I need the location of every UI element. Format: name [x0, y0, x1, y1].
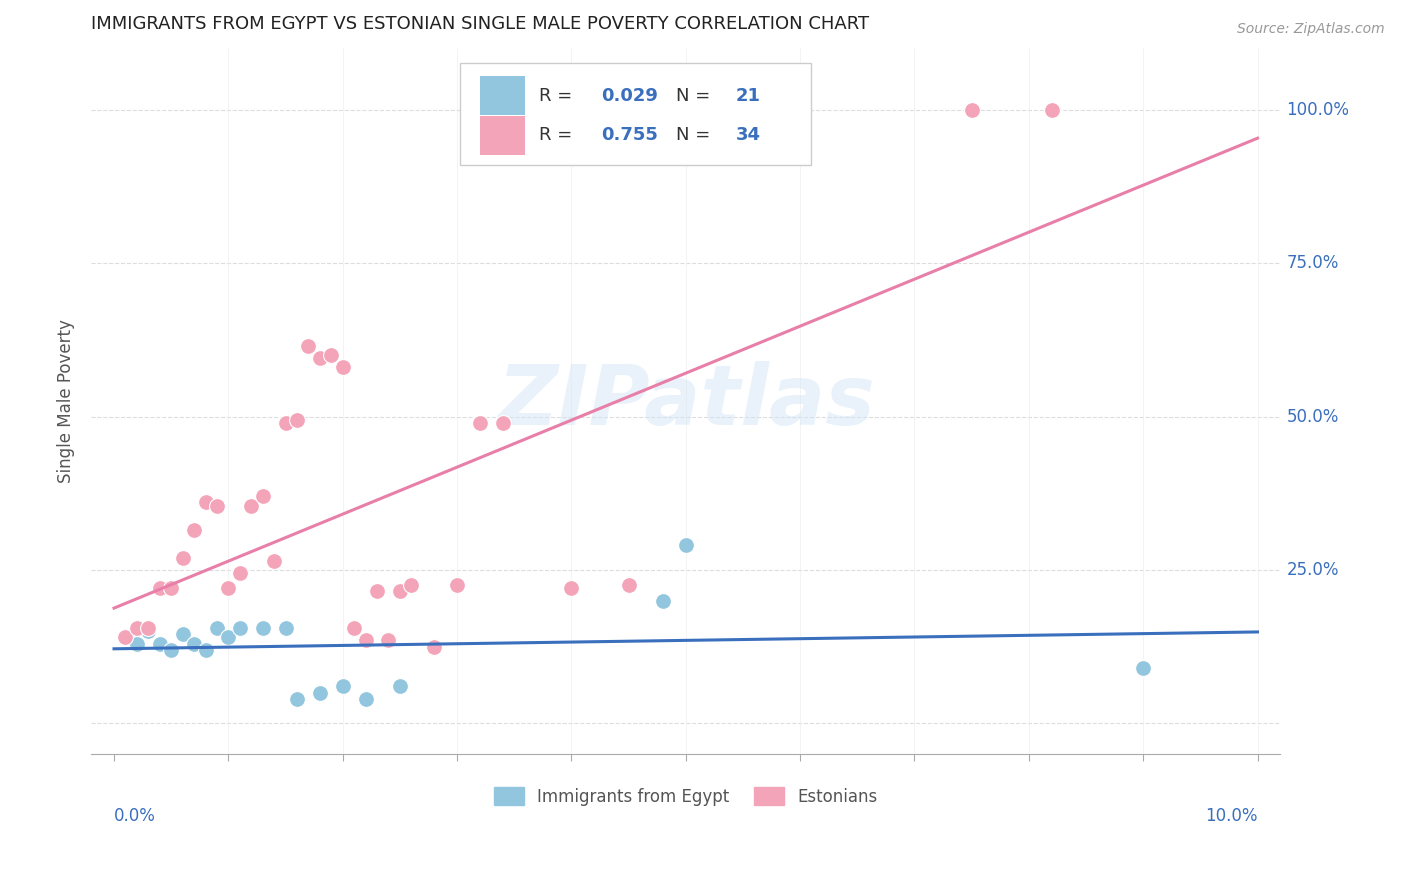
Point [252, 621, 274, 635]
Text: 21: 21 [735, 87, 761, 104]
Text: N =: N = [676, 127, 716, 145]
Point [308, 351, 330, 366]
Point [114, 631, 136, 645]
Point [229, 621, 252, 635]
Point [114, 631, 136, 645]
Point [960, 103, 983, 117]
Point [194, 642, 217, 657]
Text: 25.0%: 25.0% [1286, 561, 1339, 579]
Point [343, 621, 366, 635]
Text: 10.0%: 10.0% [1205, 807, 1257, 825]
Point [377, 633, 399, 648]
Text: IMMIGRANTS FROM EGYPT VS ESTONIAN SINGLE MALE POVERTY CORRELATION CHART: IMMIGRANTS FROM EGYPT VS ESTONIAN SINGLE… [91, 15, 869, 33]
Point [160, 642, 183, 657]
Text: 75.0%: 75.0% [1286, 254, 1339, 272]
Text: 0.0%: 0.0% [114, 807, 156, 825]
Point [217, 631, 239, 645]
Legend: Immigrants from Egypt, Estonians: Immigrants from Egypt, Estonians [486, 780, 884, 813]
Point [675, 538, 697, 552]
Text: 100.0%: 100.0% [1286, 101, 1350, 119]
Point [274, 621, 297, 635]
Text: 50.0%: 50.0% [1286, 408, 1339, 425]
Point [240, 499, 263, 513]
Point [1040, 103, 1063, 117]
Point [423, 640, 446, 654]
Text: ZIPatlas: ZIPatlas [496, 360, 875, 442]
Point [560, 582, 582, 596]
Text: N =: N = [676, 87, 716, 104]
Point [468, 416, 491, 430]
Bar [479, 116, 526, 154]
Text: 0.029: 0.029 [602, 87, 658, 104]
Text: R =: R = [540, 87, 578, 104]
Point [160, 582, 183, 596]
Point [136, 624, 159, 639]
Point [183, 636, 205, 650]
Point [172, 627, 194, 641]
Point [229, 566, 252, 580]
Point [297, 339, 319, 353]
Bar [479, 77, 526, 115]
Point [321, 348, 343, 362]
Point [1132, 661, 1154, 675]
Point [205, 499, 228, 513]
Point [217, 582, 239, 596]
Point [205, 621, 228, 635]
Text: 0.755: 0.755 [602, 127, 658, 145]
Point [617, 578, 640, 592]
Point [401, 578, 423, 592]
Point [172, 550, 194, 565]
Point [125, 636, 148, 650]
Point [354, 691, 377, 706]
Text: R =: R = [540, 127, 578, 145]
Point [274, 416, 297, 430]
Point [285, 412, 308, 426]
Point [194, 495, 217, 509]
Point [308, 685, 330, 699]
Point [263, 554, 285, 568]
Point [332, 680, 354, 694]
Point [149, 636, 172, 650]
Point [252, 489, 274, 503]
FancyBboxPatch shape [460, 62, 811, 165]
Text: Source: ZipAtlas.com: Source: ZipAtlas.com [1237, 22, 1385, 37]
Point [285, 691, 308, 706]
Point [366, 584, 388, 599]
Point [183, 523, 205, 537]
Y-axis label: Single Male Poverty: Single Male Poverty [58, 319, 75, 483]
Point [149, 582, 172, 596]
Text: 34: 34 [735, 127, 761, 145]
Point [651, 593, 673, 607]
Point [446, 578, 468, 592]
Point [354, 633, 377, 648]
Point [136, 621, 159, 635]
Point [492, 416, 515, 430]
Point [125, 621, 148, 635]
Point [388, 680, 411, 694]
Point [388, 584, 411, 599]
Point [332, 360, 354, 375]
